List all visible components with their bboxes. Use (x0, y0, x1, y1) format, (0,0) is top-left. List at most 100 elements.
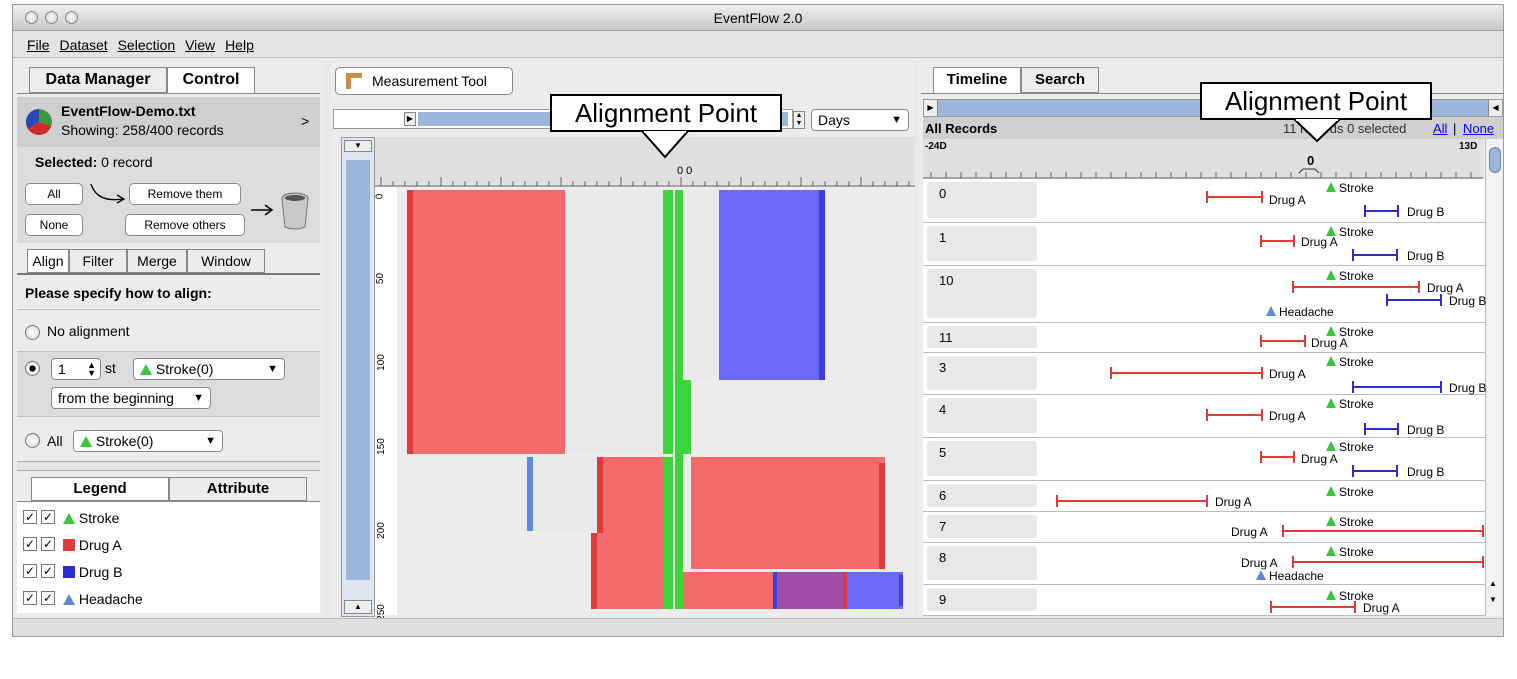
measurement-tool-button[interactable]: Measurement Tool (335, 67, 513, 95)
tab-control[interactable]: Control (167, 67, 255, 93)
timeline-events[interactable] (919, 179, 1485, 616)
records-scrollbar[interactable]: ▲ ▼ (1485, 139, 1503, 616)
stroke-marker[interactable] (1326, 398, 1336, 408)
flow-stroke-band[interactable] (675, 190, 683, 528)
drug-a-label: Drug A (1231, 525, 1268, 539)
dataset-info[interactable]: EventFlow-Demo.txt Showing: 258/400 reco… (17, 97, 320, 147)
menu-dataset[interactable]: Dataset (59, 37, 108, 53)
flow-drug-b-block[interactable] (847, 572, 903, 609)
menu-file[interactable]: File (27, 37, 50, 53)
stroke-marker[interactable] (1326, 486, 1336, 496)
headache-marker[interactable] (1256, 570, 1266, 580)
scroll-down-icon[interactable]: ▲ (344, 600, 372, 614)
flow-drug-a-block[interactable] (691, 457, 885, 569)
stroke-label: Stroke (1339, 225, 1374, 239)
menu-selection[interactable]: Selection (117, 37, 176, 53)
nth-event-radio[interactable] (25, 361, 40, 376)
tab-data-manager[interactable]: Data Manager (29, 67, 167, 93)
select-all-link[interactable]: All (1433, 121, 1448, 136)
legend-visible-checkbox[interactable]: ✓ (23, 591, 37, 605)
record-row[interactable]: 9 (923, 585, 1485, 616)
flow-headache-edge[interactable] (527, 457, 533, 531)
remove-others-button[interactable]: Remove others (125, 214, 245, 236)
y-tick-150: 150 (375, 438, 387, 455)
menu-view[interactable]: View (185, 37, 216, 53)
aggregated-flow-chart[interactable] (397, 187, 915, 615)
stroke-marker[interactable] (1326, 182, 1336, 192)
ruler-ticks (375, 177, 915, 187)
nth-stepper[interactable]: 1 ▲ ▼ (51, 358, 101, 380)
tab-search[interactable]: Search (1021, 67, 1099, 93)
stroke-marker[interactable] (1326, 590, 1336, 600)
flow-drug-a-block[interactable] (407, 190, 565, 454)
select-none-button[interactable]: None (25, 214, 83, 236)
all-events-radio[interactable] (25, 433, 40, 448)
record-row[interactable]: 10 (923, 266, 1485, 323)
menu-help[interactable]: Help (225, 37, 254, 53)
scroll-up-icon[interactable]: ▲ (1489, 579, 1497, 588)
minimize-window-button[interactable] (45, 11, 58, 24)
all-event-select[interactable]: Stroke(0) ▼ (73, 430, 223, 452)
no-alignment-radio[interactable] (25, 325, 40, 340)
stroke-marker[interactable] (1326, 270, 1336, 280)
scroll-up-icon[interactable]: ▼ (344, 140, 372, 152)
remove-them-button[interactable]: Remove them (129, 183, 241, 205)
tab-filter[interactable]: Filter (69, 249, 127, 273)
record-row[interactable]: 6 (923, 481, 1485, 512)
record-row[interactable]: 5 (923, 438, 1485, 481)
stroke-marker[interactable] (1326, 441, 1336, 451)
splitter[interactable] (17, 461, 320, 471)
scroll-down-icon[interactable]: ▼ (1489, 595, 1497, 604)
event-select[interactable]: Stroke(0) ▼ (133, 358, 285, 380)
stroke-marker[interactable] (1326, 226, 1336, 236)
zoom-stepper[interactable]: ▲ ▼ (793, 111, 805, 129)
zoom-window-button[interactable] (65, 11, 78, 24)
stroke-marker[interactable] (1326, 516, 1336, 526)
flow-overlap-block[interactable] (773, 572, 847, 609)
record-row[interactable]: 1 (923, 223, 1485, 266)
legend-enable-checkbox[interactable]: ✓ (41, 564, 55, 578)
tab-attribute[interactable]: Attribute (169, 477, 307, 501)
record-row[interactable]: 8 (923, 543, 1485, 585)
stroke-marker[interactable] (1326, 546, 1336, 556)
flow-drug-b-block[interactable] (719, 190, 825, 380)
scroll-left-icon[interactable]: ▶ (924, 100, 938, 116)
select-none-link[interactable]: None (1463, 121, 1495, 136)
drug-a-label: Drug A (1269, 193, 1306, 207)
unit-select[interactable]: Days ▼ (811, 109, 909, 131)
close-window-button[interactable] (25, 11, 38, 24)
legend-enable-checkbox[interactable]: ✓ (41, 591, 55, 605)
legend-visible-checkbox[interactable]: ✓ (23, 510, 37, 524)
vertical-scroll[interactable]: ▼ ▲ (341, 137, 375, 617)
stroke-label: Stroke (1339, 545, 1374, 559)
tab-legend[interactable]: Legend (31, 477, 169, 501)
stroke-triangle-icon (140, 364, 152, 375)
record-row[interactable]: 4 (923, 395, 1485, 438)
chevron-right-icon[interactable]: > (301, 113, 310, 129)
record-row[interactable]: 11 (923, 323, 1485, 353)
legend-visible-checkbox[interactable]: ✓ (23, 537, 37, 551)
from-select[interactable]: from the beginning ▼ (51, 387, 211, 409)
tab-window[interactable]: Window (187, 249, 265, 273)
y-axis: 0 50 100 150 200 250 (374, 187, 397, 621)
legend-visible-checkbox[interactable]: ✓ (23, 564, 37, 578)
scroll-right-icon[interactable]: ◀ (1488, 100, 1502, 116)
stroke-marker[interactable] (1326, 356, 1336, 366)
legend-enable-checkbox[interactable]: ✓ (41, 510, 55, 524)
headache-marker[interactable] (1266, 306, 1276, 316)
tab-timeline[interactable]: Timeline (933, 67, 1021, 93)
legend-enable-checkbox[interactable]: ✓ (41, 537, 55, 551)
trash-icon[interactable] (279, 191, 311, 231)
dataset-showing: Showing: 258/400 records (61, 122, 224, 138)
drug-b-label: Drug B (1449, 381, 1487, 395)
align-prompt: Please specify how to align: (25, 285, 212, 301)
select-all-button[interactable]: All (25, 183, 83, 205)
record-row[interactable]: 0 (923, 179, 1485, 223)
flow-stroke-band[interactable] (663, 190, 673, 454)
record-id: 8 (927, 546, 1037, 580)
tab-merge[interactable]: Merge (127, 249, 187, 273)
tab-align[interactable]: Align (27, 249, 69, 273)
stroke-marker[interactable] (1326, 326, 1336, 336)
stepper-arrows-icon[interactable]: ▲ ▼ (87, 360, 96, 378)
record-row[interactable]: 7 (923, 512, 1485, 543)
